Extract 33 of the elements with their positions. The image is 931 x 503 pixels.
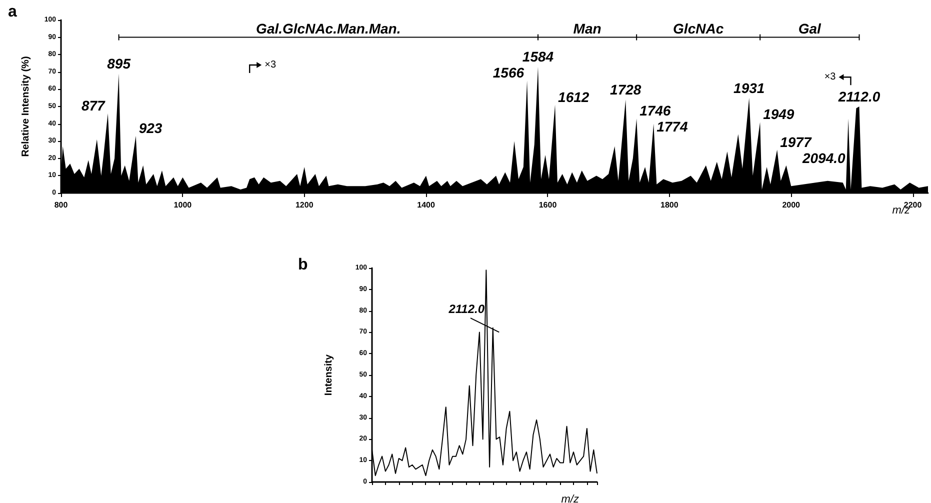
annotation: 1584: [522, 48, 554, 65]
x-tick-label: 1000: [174, 200, 192, 210]
x-tick-label: 800: [54, 200, 68, 210]
x-axis-title: m/z: [561, 494, 580, 503]
annotation: GlcNAc: [673, 20, 724, 36]
annotation: 877: [81, 97, 106, 114]
annotation: Gal.GlcNAc.Man.Man.: [256, 20, 401, 36]
annotation: 895: [107, 56, 131, 72]
x-tick-label: 1400: [417, 200, 436, 210]
annotation: 2112.0: [448, 302, 485, 316]
x-tick-label: 1200: [295, 200, 314, 210]
annotation: ×3: [824, 72, 836, 83]
chart-title: b: [298, 256, 308, 274]
annotation: ×3: [264, 59, 276, 70]
x-tick-label: 1600: [538, 200, 558, 210]
annotation: 1931: [734, 80, 765, 96]
annotation: 1977: [780, 134, 812, 150]
y-axis-title: Intensity: [324, 354, 334, 396]
annotation: 2094.0: [801, 150, 846, 166]
annotation: Gal: [798, 20, 822, 36]
x-tick-label: 1800: [660, 200, 679, 210]
x-tick-label: 2000: [782, 200, 801, 210]
annotation: 1774: [656, 118, 688, 135]
annotation: Man: [573, 20, 602, 36]
annotation: 2112.0: [837, 88, 880, 104]
annotation: 923: [138, 120, 162, 136]
annotation: 1949: [763, 106, 794, 122]
annotation: 1746: [640, 102, 671, 119]
annotation: 1728: [610, 82, 642, 98]
chart-title: a: [8, 4, 17, 20]
annotation: 1612: [558, 88, 590, 105]
y-axis-title: Relative Intensity (%): [20, 56, 32, 157]
annotation: 1566: [492, 64, 524, 81]
